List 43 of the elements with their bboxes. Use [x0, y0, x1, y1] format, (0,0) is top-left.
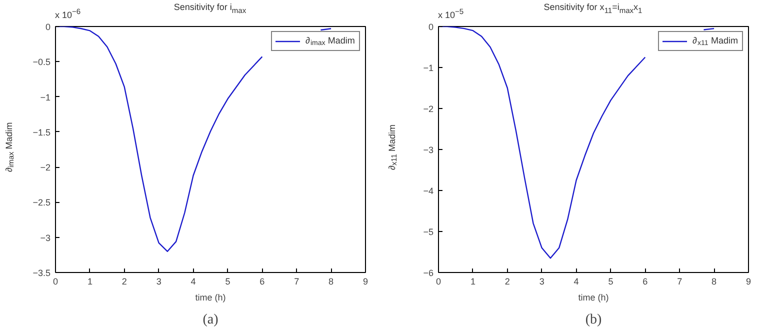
x-tick-label: 1 — [87, 276, 92, 286]
x-tick-label: 1 — [470, 276, 476, 286]
x-tick-label: 4 — [190, 276, 196, 286]
text: x 10$^{−5}$ — [438, 7, 464, 22]
chart-title: Sensitivity for x$_{11}$=i$_{max}$x$_{1}$ — [544, 2, 642, 15]
text: (a) — [202, 312, 219, 328]
y-tick-label: −2 — [423, 104, 434, 114]
x-tick-label: 6 — [260, 276, 265, 286]
x-tick-label: 3 — [539, 276, 544, 286]
x-tick-label: 4 — [574, 276, 579, 286]
x-tick-label: 6 — [642, 276, 648, 286]
x-tick-label: 0 — [436, 276, 442, 286]
x-tick-label: 2 — [504, 276, 510, 286]
x-axis-title: time (h) — [195, 292, 226, 302]
y-tick-label: 0 — [45, 22, 51, 32]
x-tick-label: 7 — [677, 276, 682, 286]
x-tick-label: 5 — [225, 276, 230, 286]
y-tick-label: 0 — [428, 22, 434, 32]
x-tick-label: 0 — [52, 276, 58, 286]
y-tick-label: −3 — [40, 232, 51, 243]
x-tick-label: 2 — [122, 276, 127, 286]
chart-title: Sensitivity for i$_{max}$ — [174, 2, 246, 15]
y-tick-label: −2 — [40, 162, 51, 173]
x-tick-label: 5 — [608, 276, 614, 286]
text: x 10$^{−6}$ — [55, 7, 81, 22]
y-tick-label: −4 — [423, 186, 434, 196]
x-tick-label: 9 — [362, 276, 368, 286]
text: (b) — [585, 312, 602, 328]
x-tick-label: 8 — [712, 276, 717, 286]
y-tick-label: −3.5 — [32, 268, 51, 278]
x-tick-label: 3 — [156, 276, 162, 286]
y-tick-label: −3 — [423, 145, 434, 155]
y-tick-label: −6 — [423, 268, 434, 278]
y-tick-label: −1 — [423, 63, 434, 73]
y-tick-label: −1 — [40, 92, 51, 102]
x-tick-label: 9 — [746, 276, 752, 286]
x-axis-title: time (h) — [578, 292, 609, 302]
y-tick-label: −0.5 — [32, 57, 51, 68]
y-tick-label: −5 — [423, 227, 434, 237]
y-tick-label: −2.5 — [32, 198, 51, 208]
y-tick-label: −1.5 — [32, 127, 51, 138]
x-tick-label: 8 — [328, 276, 334, 286]
x-tick-label: 7 — [294, 276, 300, 286]
